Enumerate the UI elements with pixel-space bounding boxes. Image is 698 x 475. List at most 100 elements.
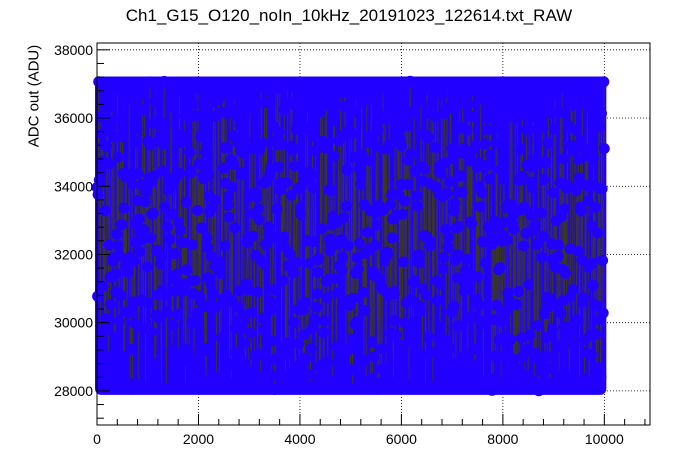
data-point: [173, 84, 185, 96]
data-point: [390, 329, 402, 341]
data-point: [328, 150, 340, 162]
data-point: [158, 138, 170, 150]
data-point: [594, 380, 606, 392]
data-point: [466, 85, 478, 97]
data-point: [371, 219, 383, 231]
data-point: [207, 288, 219, 300]
data-point: [352, 263, 364, 275]
data-point: [245, 327, 256, 339]
data-point: [139, 196, 151, 208]
data-point: [308, 235, 320, 247]
data-point: [387, 377, 399, 389]
data-point: [390, 315, 401, 326]
data-point: [110, 268, 122, 280]
data-point: [331, 287, 343, 299]
data-point: [523, 124, 535, 135]
data-point: [361, 226, 373, 238]
data-point: [561, 179, 573, 191]
data-point: [102, 350, 114, 362]
data-point: [538, 174, 550, 186]
data-point: [291, 257, 303, 268]
data-point: [481, 124, 493, 136]
data-point: [507, 210, 519, 222]
data-point: [346, 128, 357, 139]
data-point: [364, 155, 376, 167]
data-point: [305, 343, 317, 355]
data-point: [171, 309, 183, 321]
data-point: [133, 213, 145, 225]
data-point: [395, 352, 407, 364]
data-point: [313, 252, 325, 264]
data-point: [370, 140, 382, 152]
data-point: [413, 249, 425, 260]
data-point: [112, 240, 124, 252]
data-point: [161, 306, 173, 318]
data-point: [590, 328, 602, 340]
data-point: [359, 304, 371, 316]
data-point: [199, 146, 211, 158]
data-point: [592, 361, 604, 373]
x-tick-label: 4000: [284, 431, 315, 447]
data-point: [544, 377, 556, 389]
data-point: [388, 288, 400, 300]
data-point: [234, 119, 246, 130]
data-point: [338, 100, 350, 112]
data-point: [568, 339, 580, 351]
data-point: [356, 97, 368, 109]
data-point: [456, 186, 468, 198]
y-tick-label: 38000: [54, 42, 93, 58]
data-point: [101, 140, 113, 152]
data-point: [289, 160, 300, 172]
data-point: [149, 95, 161, 107]
data-point: [592, 227, 604, 239]
data-point: [369, 239, 381, 251]
data-point: [344, 364, 356, 376]
data-point: [150, 358, 162, 370]
data-point: [376, 343, 388, 355]
data-point: [412, 200, 423, 212]
data-point: [295, 180, 307, 192]
data-point: [431, 295, 443, 306]
data-point: [476, 187, 488, 199]
data-point: [446, 143, 458, 155]
data-point: [229, 222, 241, 234]
data-point: [184, 146, 196, 158]
data-point: [513, 285, 525, 297]
data-point: [258, 324, 269, 336]
data-point: [341, 164, 353, 176]
data-point: [181, 264, 193, 276]
data-point: [92, 290, 104, 302]
data-point: [265, 296, 277, 308]
data-point: [348, 106, 360, 118]
data-point: [552, 340, 563, 352]
data-point: [554, 106, 566, 118]
data-point: [329, 115, 341, 127]
data-point: [377, 82, 389, 94]
data-point: [116, 219, 128, 231]
data-point: [300, 352, 312, 364]
y-tick-label: 32000: [54, 246, 93, 262]
data-point: [548, 187, 559, 199]
data-point: [278, 231, 290, 243]
data-point: [239, 337, 251, 349]
data-point: [596, 107, 607, 119]
data-point: [111, 83, 123, 95]
data-point: [214, 256, 226, 268]
data-point: [568, 145, 580, 157]
data-point: [469, 361, 481, 373]
data-point: [300, 123, 312, 135]
data-point: [132, 168, 144, 180]
data-point: [318, 365, 330, 377]
data-point: [427, 381, 439, 393]
data-point: [419, 163, 431, 175]
data-point: [208, 194, 220, 206]
data-point: [415, 94, 427, 106]
data-point: [467, 111, 479, 122]
data-point: [494, 262, 506, 273]
data-point: [396, 344, 408, 356]
data-point: [402, 120, 414, 132]
data-point: [253, 214, 265, 225]
data-point: [113, 315, 125, 327]
data-point: [464, 155, 476, 167]
data-point: [403, 379, 415, 390]
